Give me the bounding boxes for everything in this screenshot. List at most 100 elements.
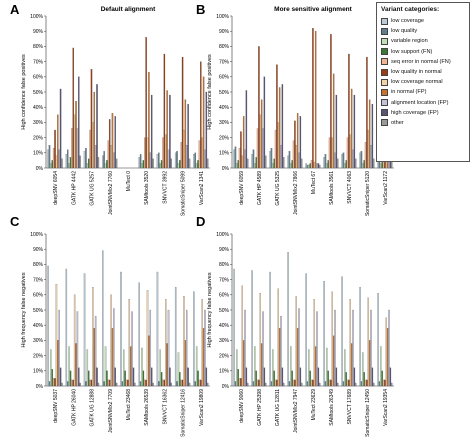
panel-b: B More sensitive alignment 0% 10% 20% 30% 40% 5…	[196, 2, 394, 216]
legend-label: low quality	[391, 28, 418, 35]
legend-label: high coverage (FP)	[391, 109, 439, 116]
legend-entry: low coverage	[381, 16, 466, 26]
bar-seq-error-in-normal-fn-	[364, 142, 367, 169]
y-tick-label: 40%	[219, 105, 230, 111]
y-tick-label: 0%	[36, 384, 44, 390]
bar-alignment-location-fp-	[334, 309, 336, 387]
bar-alignment-location-fp-	[298, 308, 300, 387]
panel-letter: C	[10, 214, 20, 229]
bar-other	[391, 382, 393, 387]
bar-low-quality	[103, 151, 105, 169]
legend-label: low coverage normal	[391, 79, 443, 86]
y-tick-label: 90%	[219, 247, 230, 253]
bar-high-coverage-fp-	[114, 367, 116, 387]
bar-variable-region	[50, 163, 52, 169]
bar-in-normal-fp-	[332, 335, 335, 387]
bar-high-coverage-fp-	[389, 367, 392, 387]
bar-low-quality-in-normal	[258, 46, 260, 169]
legend-entry: variable region	[381, 36, 466, 46]
y-tick-label: 10%	[219, 369, 230, 375]
bar-low-quality	[324, 381, 327, 387]
bar-high-coverage-fp-	[169, 94, 171, 169]
bar-seq-error-in-normal-fn-	[256, 379, 259, 387]
bar-in-normal-fp-	[350, 343, 353, 387]
bar-low-coverage	[174, 152, 177, 169]
bar-low-quality-in-normal	[330, 34, 332, 169]
bar-in-normal-fp-	[166, 343, 168, 387]
bar-low-quality	[103, 381, 105, 387]
panel-title: More sensitive alignment	[274, 6, 352, 13]
bar-low-coverage-normal	[331, 137, 333, 169]
bar-low-support-fn-	[197, 370, 199, 387]
legend-entry: low quality in normal	[381, 67, 466, 77]
bar-low-quality	[270, 381, 273, 387]
bar-in-normal-fp-	[111, 113, 114, 169]
bar-low-coverage	[193, 154, 195, 169]
bar-low-quality	[158, 381, 160, 387]
bar-low-coverage-normal	[367, 129, 369, 169]
bar-seq-error-in-normal-fn-	[238, 378, 241, 387]
legend-swatch	[381, 17, 388, 25]
y-tick-label: 70%	[33, 59, 44, 65]
bar-low-quality-in-normal	[294, 379, 296, 387]
bar-alignment-location-fp-	[186, 145, 188, 169]
x-tick-label: GATK HP 4589	[257, 171, 263, 205]
y-tick-label: 80%	[219, 262, 230, 268]
bar-alignment-location-fp-	[244, 149, 246, 169]
bar-seq-error-in-normal-fn-	[198, 140, 201, 169]
x-tick-label: SAMtools 3520	[144, 171, 150, 205]
x-tick-label: JointSNVMix2 7709	[108, 389, 114, 433]
bar-variable-region	[326, 347, 328, 387]
bar-low-coverage	[233, 268, 235, 387]
bar-high-coverage-fp-	[169, 367, 171, 387]
y-tick-label: 60%	[219, 75, 230, 81]
bar-variable-region	[141, 163, 143, 169]
bar-other	[134, 382, 136, 387]
bar-alignment-location-fp-	[280, 145, 282, 169]
bar-low-coverage	[138, 157, 140, 169]
bar-variable-region	[308, 164, 310, 169]
bar-low-quality-in-normal	[54, 378, 56, 387]
bar-low-quality	[360, 381, 363, 387]
bar-low-coverage	[156, 271, 159, 387]
x-tick-label: GATK UG 12811	[275, 389, 281, 426]
bar-in-normal-fp-	[242, 340, 245, 387]
bar-low-coverage-normal	[92, 287, 94, 387]
bar-variable-region	[290, 346, 292, 387]
bar-variable-region	[177, 352, 180, 387]
bar-variable-region	[272, 163, 274, 169]
bar-in-normal-fp-	[184, 340, 187, 387]
bar-variable-region	[159, 163, 161, 169]
bar-in-normal-fp-	[202, 328, 205, 387]
x-tick-label: JointSNVMix2 7866	[293, 171, 299, 215]
bar-seq-error-in-normal-fn-	[310, 160, 313, 169]
bar-low-support-fn-	[363, 372, 365, 387]
bar-other	[152, 382, 154, 387]
bar-low-quality	[234, 146, 237, 169]
y-tick-label: 70%	[33, 277, 44, 283]
y-tick-label: 30%	[33, 338, 44, 344]
bar-high-coverage-fp-	[114, 116, 116, 169]
bar-low-quality	[194, 381, 196, 387]
bar-in-normal-fp-	[350, 88, 353, 169]
bar-other	[283, 382, 285, 387]
bar-alignment-location-fp-	[370, 309, 372, 387]
bar-low-coverage	[269, 151, 271, 169]
bar-low-coverage-normal	[55, 155, 58, 169]
panel-d: D 0% 10% 20% 30% 40% 50% 60% 70% 80% 90% 100% High f…	[196, 214, 394, 437]
bar-low-support-fn-	[142, 160, 145, 169]
y-tick-label: 0%	[36, 166, 44, 172]
bar-low-quality-in-normal	[294, 120, 296, 169]
bar-low-coverage-normal	[349, 134, 351, 169]
bar-high-coverage-fp-	[205, 91, 208, 169]
bar-low-quality	[306, 164, 309, 169]
bar-low-quality-in-normal	[330, 379, 332, 387]
bar-high-coverage-fp-	[187, 104, 189, 169]
y-tick-label: 60%	[33, 75, 44, 81]
x-tick-label: GATK UG 12888	[90, 389, 96, 427]
bar-low-quality	[234, 381, 237, 387]
legend-swatch	[381, 48, 388, 56]
bar-seq-error-in-normal-fn-	[71, 128, 73, 169]
bar-alignment-location-fp-	[262, 311, 264, 387]
panel-letter: D	[196, 214, 205, 229]
